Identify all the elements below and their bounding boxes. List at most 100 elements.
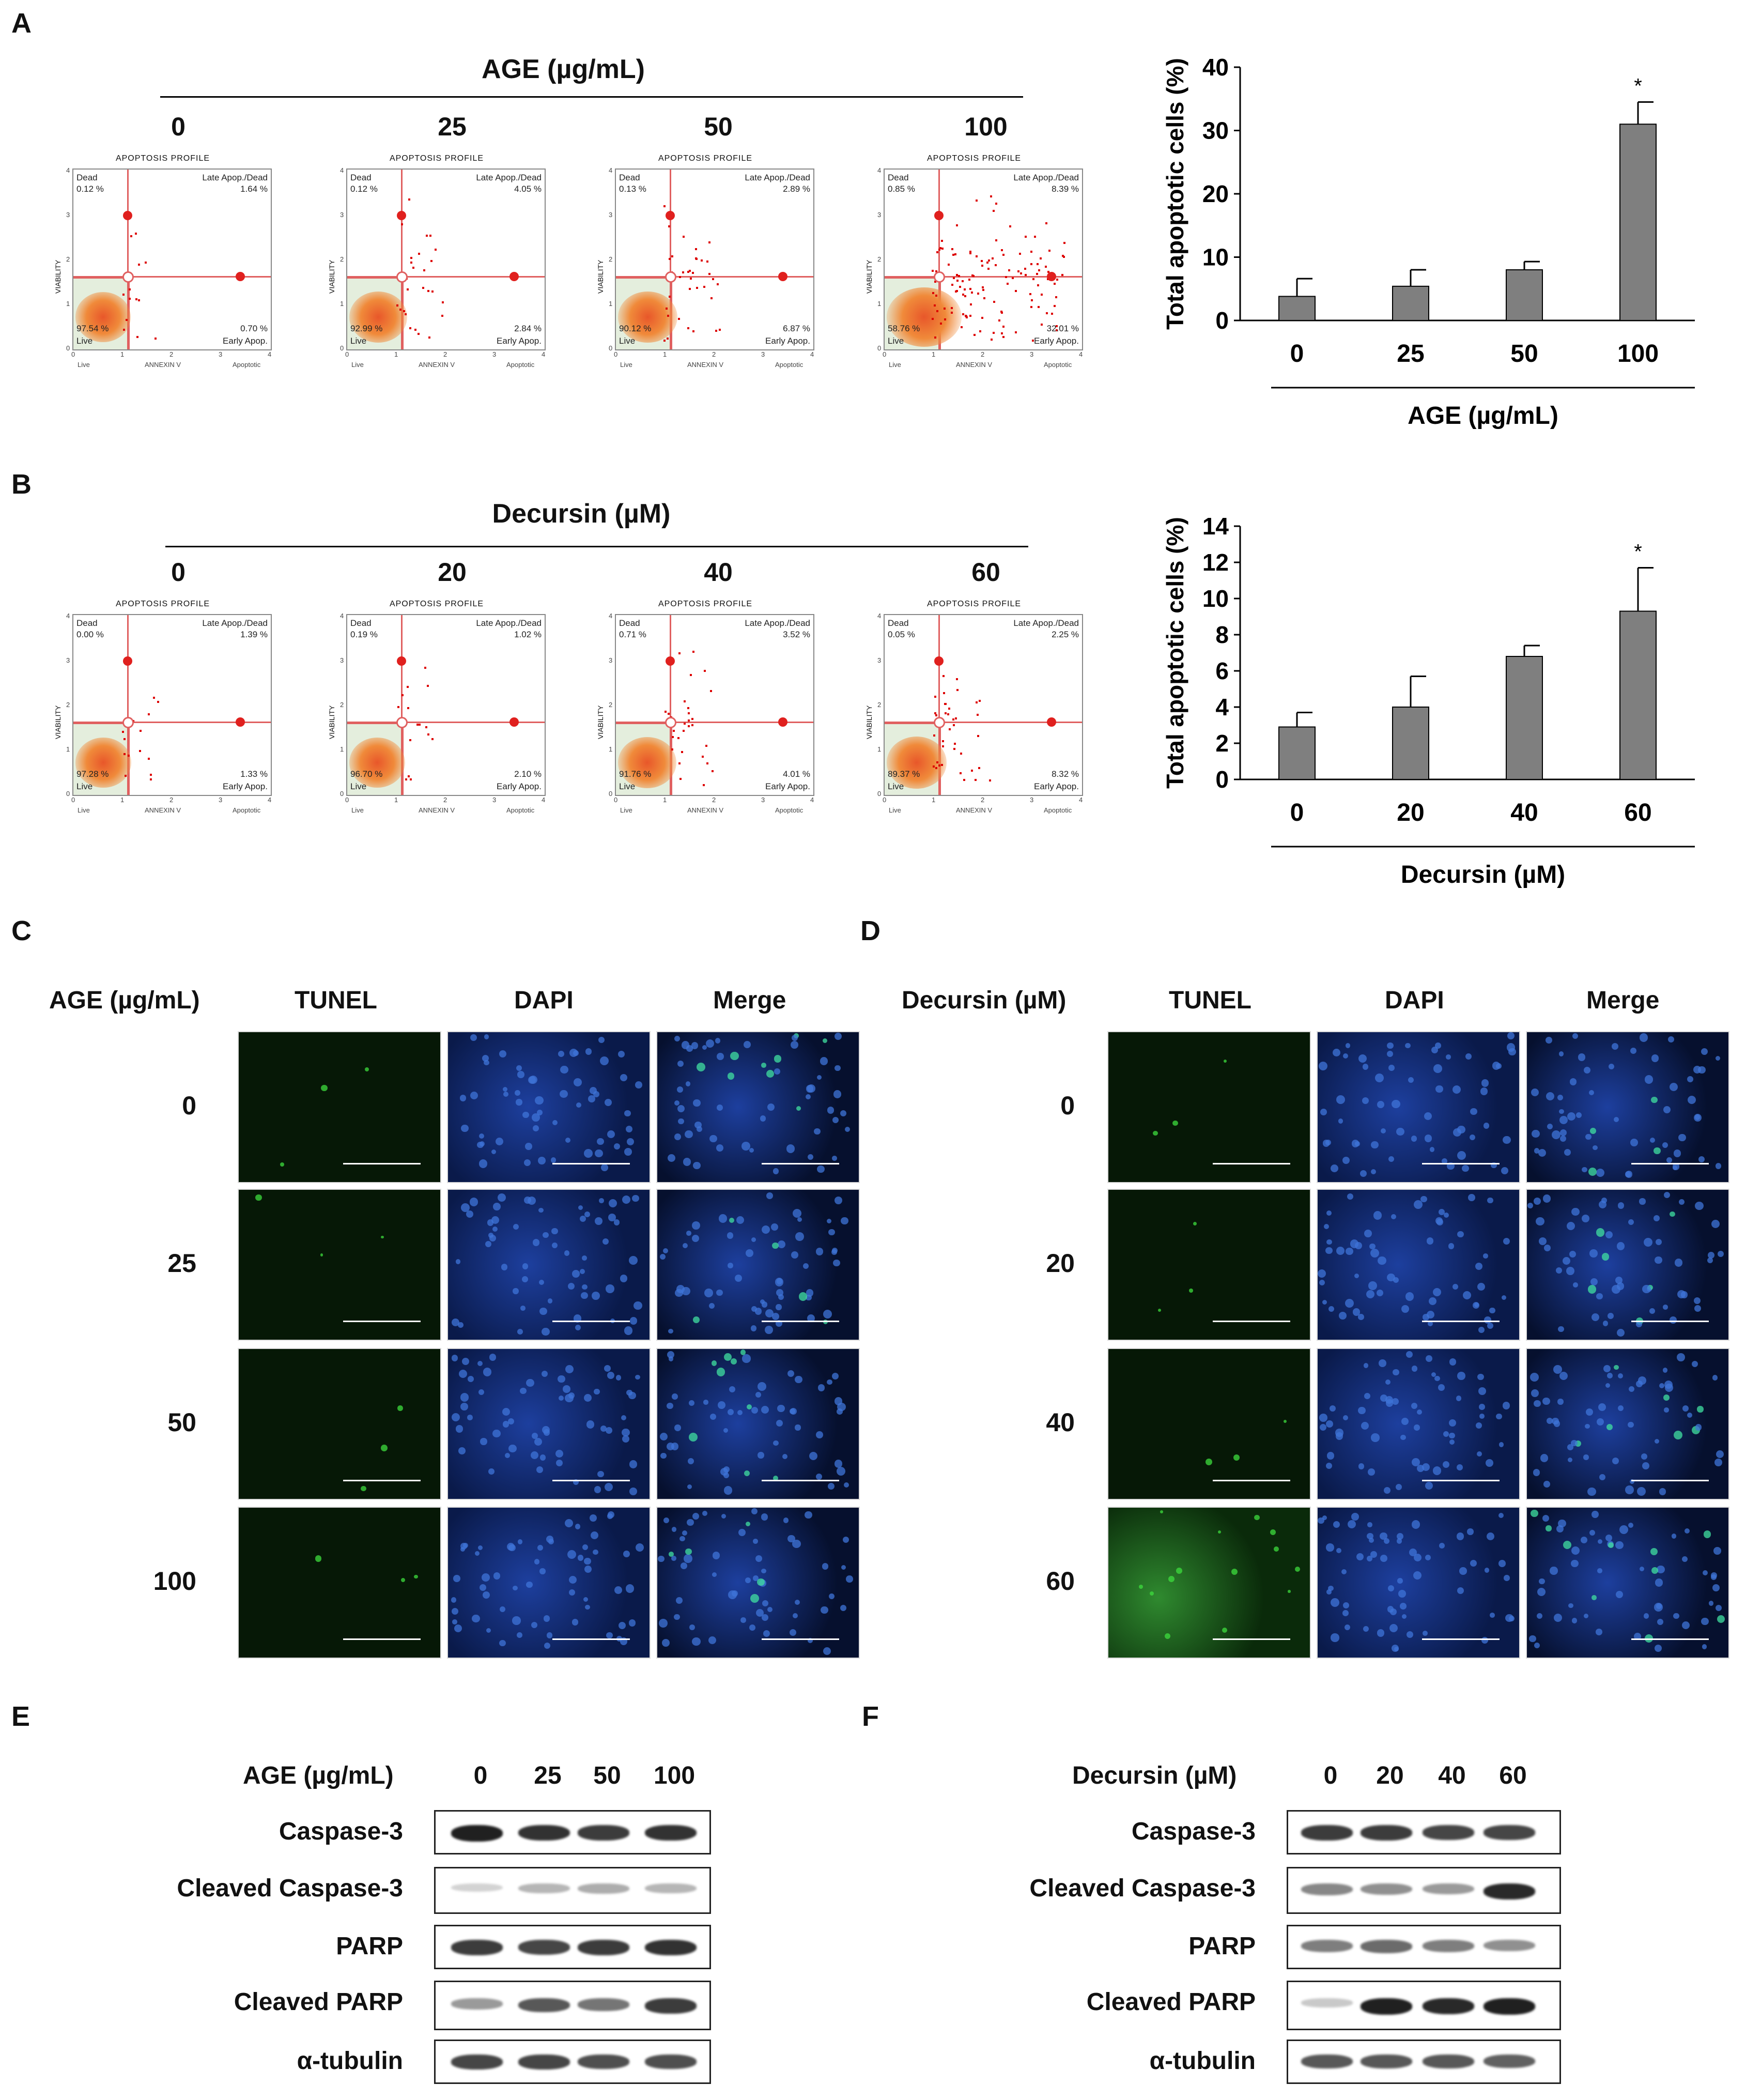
- cell: [689, 1432, 698, 1442]
- cell: [1411, 1136, 1417, 1142]
- cell: [1428, 1297, 1436, 1306]
- cell: [585, 1604, 590, 1610]
- x-axis-label: ANNEXIN V: [687, 361, 724, 369]
- cell: [534, 1437, 542, 1446]
- cell: [1628, 1523, 1634, 1528]
- event-dot: [671, 736, 674, 739]
- cell: [1638, 1376, 1647, 1385]
- cell: [528, 1076, 536, 1084]
- cell: [782, 1453, 788, 1460]
- cell: [697, 1062, 706, 1071]
- cell: [461, 1124, 469, 1132]
- event-dot: [692, 651, 695, 653]
- band: [518, 2055, 570, 2070]
- event-dot: [979, 330, 982, 333]
- cell: [492, 1227, 498, 1232]
- x-tick: 1: [394, 350, 398, 358]
- event-dot: [130, 235, 133, 238]
- cell: [585, 1048, 592, 1055]
- cell: [1598, 1403, 1606, 1411]
- scale-bar: [1213, 1638, 1290, 1640]
- cell: [1716, 1056, 1721, 1061]
- event-dot: [708, 272, 710, 275]
- event-dot: [1041, 323, 1043, 326]
- cell: [729, 1386, 735, 1393]
- cell: [689, 1400, 695, 1406]
- x-tick: 4: [268, 796, 272, 804]
- event-dot: [700, 259, 703, 262]
- event-dot: [975, 778, 977, 781]
- cell: [1678, 1133, 1686, 1142]
- gate-handle: [509, 272, 519, 281]
- cell: [730, 1358, 737, 1365]
- cell: [1486, 1532, 1494, 1541]
- flow-plot-title: APOPTOSIS PROFILE: [389, 154, 484, 163]
- cell: [380, 1445, 388, 1452]
- cell: [1363, 1363, 1369, 1368]
- cell: [692, 1221, 701, 1230]
- cell: [1335, 1432, 1343, 1440]
- q-early-value: 0.70 %: [240, 324, 268, 333]
- scale-bar: [762, 1480, 839, 1481]
- cell: [574, 1078, 582, 1086]
- blot-strip: [434, 1810, 711, 1854]
- x-right-label: Apoptotic: [233, 361, 261, 369]
- cell: [1655, 1578, 1663, 1587]
- cell: [508, 1444, 517, 1453]
- cell: [539, 1568, 546, 1574]
- cell: [1366, 1290, 1375, 1298]
- cell: [1417, 1465, 1425, 1473]
- y-tick-label: 8: [1215, 621, 1229, 648]
- cell: [1352, 1308, 1361, 1316]
- cell: [1681, 1621, 1690, 1629]
- cell: [1582, 1215, 1590, 1223]
- cell: [558, 1395, 564, 1401]
- cell: [840, 1110, 846, 1116]
- cell: [1673, 1431, 1682, 1440]
- cell: [1504, 1575, 1510, 1581]
- band: [1484, 1940, 1535, 1952]
- bar: [1506, 269, 1543, 321]
- y-tick: 2: [66, 701, 70, 709]
- cell: [602, 1238, 609, 1245]
- cell: [1534, 1642, 1540, 1649]
- cell: [1377, 1101, 1384, 1108]
- gate-vertical: [938, 615, 940, 795]
- cell: [1355, 1242, 1363, 1249]
- cell: [671, 1556, 676, 1561]
- cell: [1324, 1224, 1330, 1230]
- cell: [1642, 1284, 1651, 1294]
- cell: [456, 1425, 463, 1433]
- cell: [1326, 1210, 1332, 1216]
- flow-a-dose-0: 0: [171, 112, 186, 141]
- event-dot: [431, 738, 434, 741]
- cell: [1611, 1043, 1619, 1050]
- protein-label: PARP: [336, 1933, 403, 1960]
- y-axis-title: Total apoptotic cells (%): [1162, 58, 1188, 330]
- y-tick: 2: [877, 255, 882, 263]
- q-live-value: 97.28 %: [76, 769, 109, 779]
- micrograph: [238, 1348, 441, 1500]
- cell: [364, 1067, 369, 1072]
- cell: [1405, 1292, 1414, 1301]
- event-dot: [409, 739, 411, 742]
- x-tick: 1: [932, 796, 936, 804]
- y-tick: 0: [340, 790, 344, 798]
- cell: [460, 1546, 466, 1552]
- cell: [1536, 1613, 1543, 1619]
- cell: [537, 1545, 544, 1551]
- event-dot: [1056, 325, 1058, 328]
- cell: [794, 1600, 800, 1605]
- event-dot: [397, 706, 399, 709]
- cell: [1617, 1373, 1624, 1379]
- event-dot: [689, 673, 692, 676]
- wb-e-header: AGE (µg/mL): [243, 1762, 394, 1789]
- cell: [1670, 1083, 1678, 1092]
- cell: [526, 1378, 534, 1387]
- cell: [632, 1194, 639, 1202]
- lane-label: 0: [1323, 1762, 1338, 1789]
- band: [645, 1940, 697, 1956]
- y-tick: 3: [340, 211, 344, 219]
- cell: [505, 1453, 511, 1459]
- cell: [1712, 1375, 1718, 1381]
